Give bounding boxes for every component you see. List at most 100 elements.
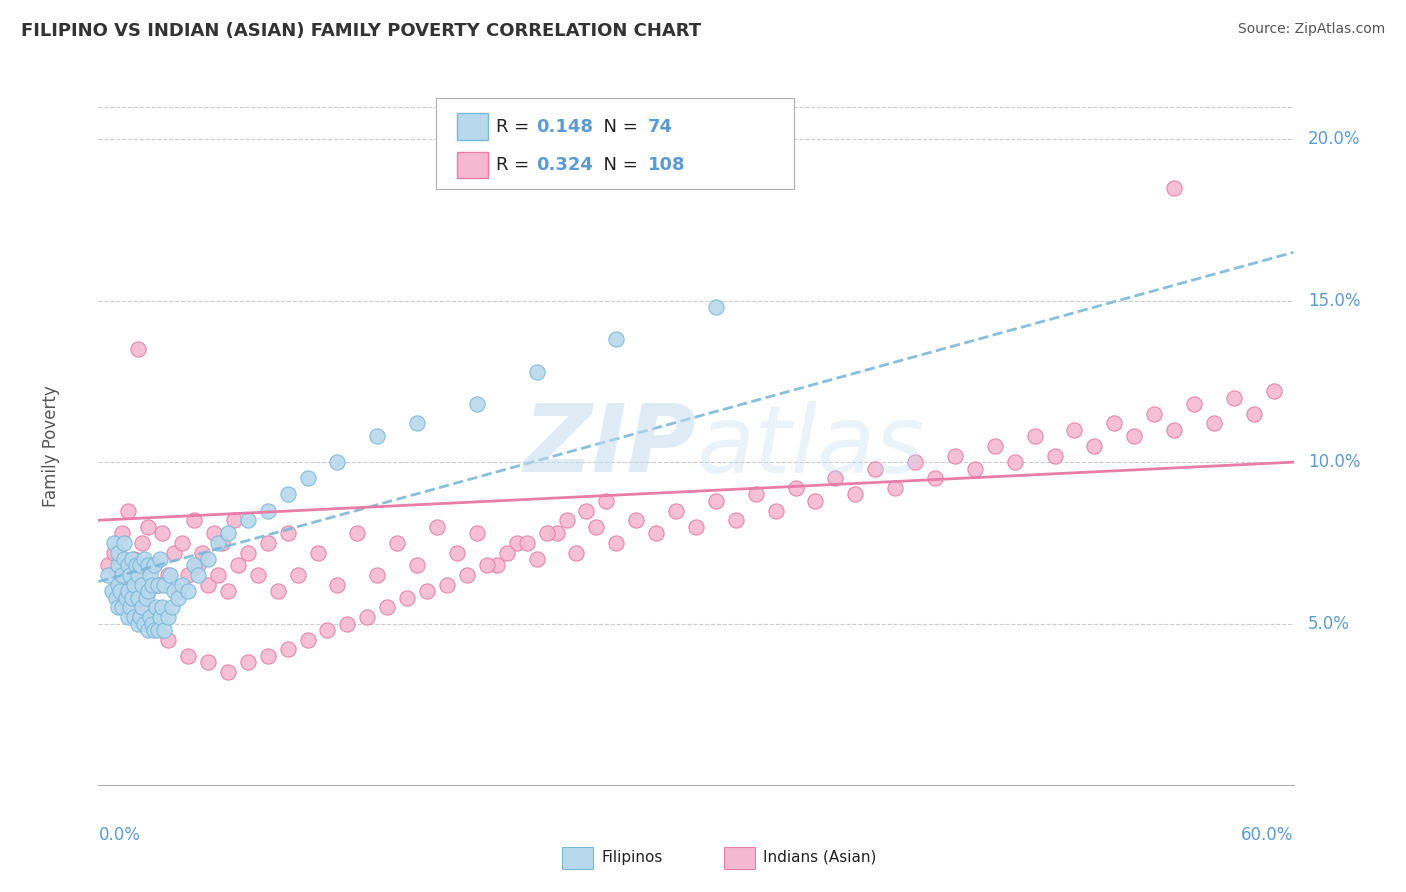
Text: 0.0%: 0.0% [98,826,141,844]
Point [346,526,368,541]
Point [526,365,548,379]
Point [865,461,887,475]
Point [326,578,349,592]
Point [131,600,153,615]
Point [297,632,319,647]
Point [172,578,194,592]
Point [127,342,149,356]
Point [136,519,159,533]
Point [436,578,458,592]
Point [565,545,588,559]
Point [267,584,290,599]
Point [207,568,229,582]
Point [765,503,787,517]
Point [124,610,146,624]
Point [626,513,648,527]
Point [1123,429,1146,443]
Point [605,536,627,550]
Point [117,610,139,624]
Point [406,417,429,431]
Point [207,536,229,550]
Point [134,552,156,566]
Point [125,558,148,573]
Point [121,591,143,605]
Point [157,632,180,647]
Text: Source: ZipAtlas.com: Source: ZipAtlas.com [1237,22,1385,37]
Point [197,552,219,566]
Point [150,526,173,541]
Point [187,558,209,573]
Point [277,526,299,541]
Point [129,558,152,573]
Point [256,503,278,517]
Text: Indians (Asian): Indians (Asian) [763,850,877,864]
Text: Family Poverty: Family Poverty [42,385,59,507]
Point [924,471,946,485]
Point [177,648,200,663]
Point [1243,407,1265,421]
Point [197,655,219,669]
Text: 74: 74 [648,118,673,136]
Point [153,623,176,637]
Text: 108: 108 [648,156,686,174]
Point [595,494,617,508]
Point [724,513,747,527]
Point [131,578,153,592]
Point [465,526,488,541]
Point [160,600,183,615]
Point [1004,455,1026,469]
Point [307,545,329,559]
Point [139,568,162,582]
Point [110,584,132,599]
Point [217,584,239,599]
Point [385,536,409,550]
Point [465,397,488,411]
Text: ZIP: ZIP [523,400,696,492]
Point [183,558,205,573]
Point [546,526,568,541]
Point [526,552,548,566]
Text: R =: R = [496,118,536,136]
Point [111,526,134,541]
Point [159,568,181,582]
Point [149,552,172,566]
Point [107,558,129,573]
Point [136,600,159,615]
Point [297,471,319,485]
Point [1163,180,1185,194]
Point [135,591,157,605]
Point [148,623,170,637]
Point [824,471,846,485]
Point [1223,391,1246,405]
Point [97,568,120,582]
Text: R =: R = [496,156,536,174]
Text: atlas: atlas [696,401,924,491]
Point [287,568,309,582]
Point [1043,449,1066,463]
Point [107,578,129,592]
Point [163,584,186,599]
Point [163,545,186,559]
Point [495,545,517,559]
Point [475,558,498,573]
Point [136,584,159,599]
Point [426,519,449,533]
Point [406,558,429,573]
Point [1182,397,1205,411]
Point [141,616,163,631]
Point [844,487,866,501]
Point [236,513,259,527]
Point [396,591,419,605]
Point [1063,423,1085,437]
Point [124,578,146,592]
Point [127,591,149,605]
Point [105,591,128,605]
Point [157,568,180,582]
Point [326,455,349,469]
Text: 5.0%: 5.0% [1308,615,1350,632]
Point [117,584,139,599]
Point [136,584,159,599]
Point [101,584,124,599]
Point [585,519,607,533]
Point [446,545,468,559]
